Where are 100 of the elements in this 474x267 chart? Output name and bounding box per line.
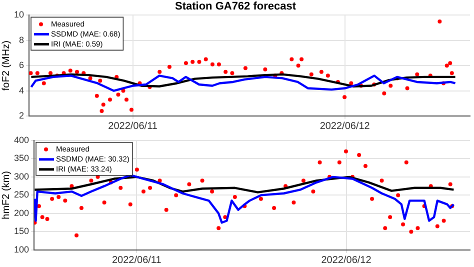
point bbox=[337, 160, 342, 164]
point bbox=[210, 190, 214, 194]
point bbox=[301, 178, 306, 183]
point bbox=[197, 60, 202, 64]
point bbox=[223, 215, 228, 220]
point bbox=[101, 102, 106, 107]
point bbox=[128, 202, 132, 206]
point bbox=[200, 178, 204, 183]
point bbox=[50, 196, 54, 201]
point bbox=[68, 68, 72, 73]
y-tick-label: 100 bbox=[14, 244, 30, 254]
point bbox=[174, 193, 178, 198]
point bbox=[388, 215, 392, 220]
point bbox=[29, 71, 33, 76]
point bbox=[184, 61, 188, 66]
point bbox=[380, 178, 384, 183]
point bbox=[88, 76, 92, 80]
point bbox=[396, 193, 400, 198]
point bbox=[438, 20, 442, 24]
point bbox=[224, 70, 228, 74]
point bbox=[300, 57, 304, 62]
y-tick-label: 400 bbox=[14, 134, 30, 145]
point bbox=[357, 153, 362, 158]
y-tick-label: 350 bbox=[14, 153, 30, 164]
y-tick-label: 200 bbox=[14, 208, 30, 218]
point bbox=[129, 108, 134, 112]
point bbox=[442, 218, 446, 223]
point bbox=[263, 67, 268, 72]
point bbox=[349, 81, 354, 86]
point bbox=[296, 64, 300, 68]
point bbox=[344, 149, 348, 154]
point bbox=[94, 94, 99, 98]
y-axis-title: foF2 (MHz) bbox=[0, 40, 12, 91]
point bbox=[63, 198, 68, 203]
point bbox=[79, 206, 84, 210]
point bbox=[70, 184, 74, 188]
point bbox=[45, 216, 50, 221]
point bbox=[148, 186, 152, 190]
y-tick-label: 2 bbox=[18, 110, 24, 120]
point bbox=[415, 72, 420, 76]
y-tick-label: 6 bbox=[18, 60, 24, 70]
point bbox=[326, 74, 330, 78]
point bbox=[404, 160, 408, 164]
point bbox=[167, 64, 172, 69]
point bbox=[158, 70, 162, 74]
point bbox=[232, 195, 237, 200]
x-tick-label: 2022/06/11 bbox=[112, 254, 162, 266]
point bbox=[318, 160, 322, 164]
point bbox=[102, 200, 106, 205]
point bbox=[342, 95, 347, 100]
point bbox=[435, 224, 440, 228]
point bbox=[416, 226, 420, 230]
point bbox=[311, 190, 316, 194]
point bbox=[164, 208, 168, 212]
point bbox=[450, 71, 454, 76]
x-tick-label: 2022/06/12 bbox=[320, 120, 370, 132]
point bbox=[158, 178, 162, 183]
point bbox=[272, 206, 276, 210]
point bbox=[444, 64, 449, 68]
x-tick-label: 2022/06/12 bbox=[321, 254, 372, 266]
point bbox=[35, 71, 40, 76]
point bbox=[98, 78, 102, 83]
point bbox=[309, 72, 314, 76]
point bbox=[56, 195, 61, 200]
point bbox=[363, 164, 368, 168]
point bbox=[89, 178, 94, 183]
point bbox=[258, 196, 263, 201]
point bbox=[290, 57, 294, 62]
point bbox=[405, 86, 410, 90]
y-axis-title: hmF2 (km) bbox=[0, 171, 12, 220]
point bbox=[383, 226, 388, 230]
point bbox=[216, 62, 221, 66]
point bbox=[108, 98, 112, 102]
point bbox=[75, 70, 80, 74]
y-tick-label: 150 bbox=[14, 226, 30, 236]
point bbox=[230, 71, 234, 76]
point bbox=[74, 233, 79, 238]
point bbox=[448, 182, 452, 186]
point bbox=[409, 230, 414, 234]
y-tick-label: 10 bbox=[14, 10, 24, 20]
point bbox=[190, 60, 195, 64]
point bbox=[141, 190, 146, 194]
point bbox=[216, 226, 221, 230]
point bbox=[243, 66, 248, 70]
x-tick-label: 2022/06/11 bbox=[108, 120, 158, 132]
y-tick-label: 250 bbox=[14, 190, 30, 200]
y-tick-label: 300 bbox=[14, 171, 30, 182]
point bbox=[204, 57, 208, 62]
chart-title: Station GA762 forecast bbox=[174, 0, 296, 13]
point bbox=[382, 91, 386, 96]
point bbox=[388, 84, 393, 88]
point bbox=[40, 215, 44, 220]
point bbox=[134, 168, 139, 172]
point bbox=[124, 98, 128, 102]
point bbox=[292, 200, 296, 205]
point bbox=[116, 92, 120, 97]
point bbox=[370, 196, 374, 201]
point bbox=[100, 108, 104, 113]
point bbox=[42, 81, 46, 86]
point bbox=[319, 70, 324, 74]
